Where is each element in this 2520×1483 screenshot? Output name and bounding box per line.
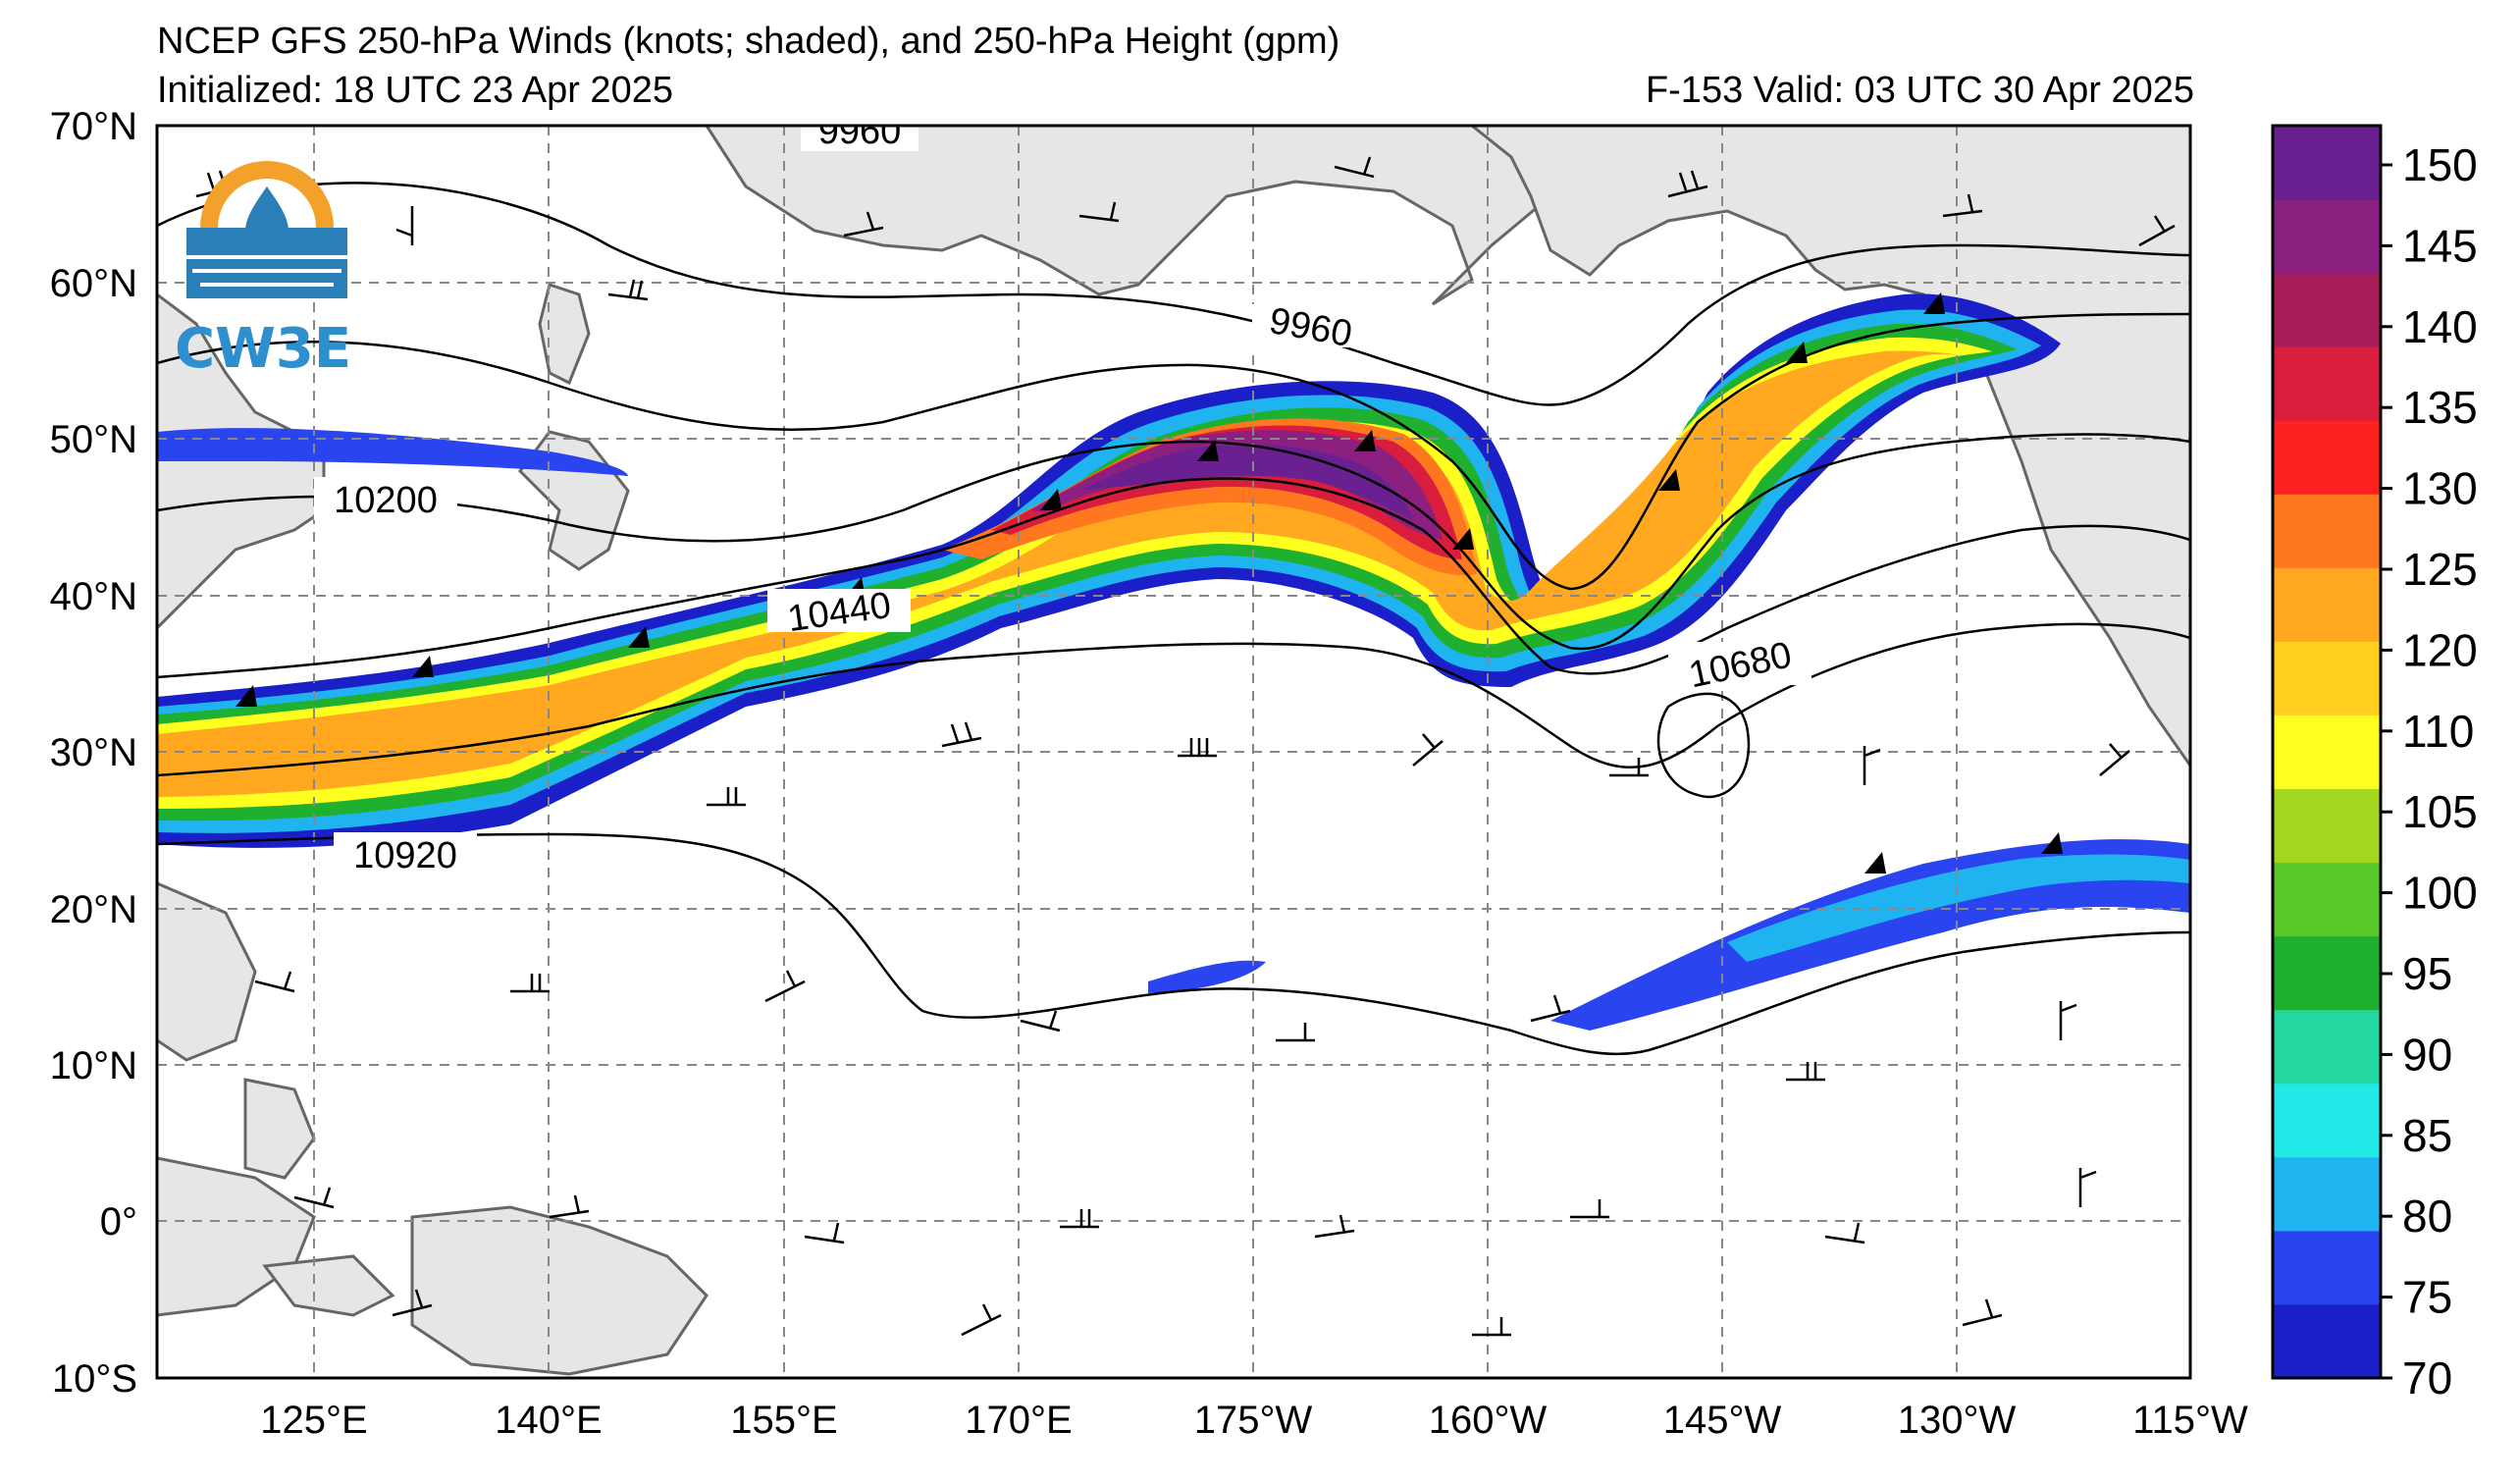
longitude-labels: 125°E 140°E 155°E 170°E 175°W 160°W 145°… xyxy=(260,1399,2248,1442)
lon-label: 175°W xyxy=(1194,1399,1313,1442)
lon-label: 145°W xyxy=(1663,1399,1782,1442)
colorbar-swatch xyxy=(2273,420,2381,495)
chart-title: NCEP GFS 250-hPa Winds (knots; shaded), … xyxy=(157,21,1340,62)
colorbar-tick-label: 130 xyxy=(2402,463,2478,514)
colorbar-tick-label: 75 xyxy=(2402,1272,2452,1323)
valid-time: F-153 Valid: 03 UTC 30 Apr 2025 xyxy=(1645,70,2194,111)
colorbar-swatch xyxy=(2273,1230,2381,1305)
cw3e-logo: CW3E xyxy=(175,161,351,381)
lon-label: 155°E xyxy=(730,1399,837,1442)
colorbar-tick-label: 95 xyxy=(2402,948,2452,999)
colorbar-frame xyxy=(2271,124,2383,1380)
contour-label-9960-top: 9960 xyxy=(818,111,902,152)
colorbar-swatch xyxy=(2273,715,2381,790)
lon-label: 115°W xyxy=(2132,1399,2248,1442)
colorbar-tick-label: 110 xyxy=(2402,706,2474,757)
colorbar-tick-label: 70 xyxy=(2402,1352,2452,1404)
wind-barbs xyxy=(195,156,2176,1337)
colorbar-tick-label: 105 xyxy=(2402,786,2478,837)
colorbar-tick-label: 85 xyxy=(2402,1110,2452,1161)
colorbar-swatch xyxy=(2273,641,2381,715)
colorbar-tick-label: 80 xyxy=(2402,1191,2452,1242)
lat-label: 0° xyxy=(100,1200,137,1244)
wind-speed-shading xyxy=(157,293,2190,1031)
colorbar-swatch xyxy=(2273,1303,2381,1379)
lon-label: 170°E xyxy=(965,1399,1072,1442)
height-contours xyxy=(157,182,2190,1056)
colorbar-tick-label: 140 xyxy=(2402,301,2478,352)
lon-label: 140°E xyxy=(495,1399,602,1442)
lon-label: 125°E xyxy=(260,1399,367,1442)
colorbar-tick-label: 145 xyxy=(2402,220,2478,271)
init-time: Initialized: 18 UTC 23 Apr 2025 xyxy=(157,70,673,111)
lat-label: 20°N xyxy=(50,888,137,931)
lat-label: 70°N xyxy=(50,105,137,148)
lon-label: 130°W xyxy=(1898,1399,2017,1442)
lat-label: 50°N xyxy=(50,418,137,461)
contour-label-10200: 10200 xyxy=(334,480,438,521)
colorbar: 70 75 80 85 90 95 100 105 110 120 125 130 135 140 145 1… xyxy=(2271,124,2478,1404)
graticule xyxy=(157,126,2190,1378)
lat-label: 10°S xyxy=(52,1357,137,1401)
colorbar-swatch xyxy=(2273,346,2381,421)
colorbar-tick-label: 150 xyxy=(2402,139,2478,190)
latitude-labels: 70°N 60°N 50°N 40°N 30°N 20°N 10°N 0° 10… xyxy=(50,105,137,1401)
colorbar-swatch xyxy=(2273,1009,2381,1085)
colorbar-swatch xyxy=(2273,1156,2381,1232)
colorbar-swatch xyxy=(2273,126,2381,200)
colorbar-swatch xyxy=(2273,567,2381,642)
contour-label-10920: 10920 xyxy=(353,835,457,876)
lat-label: 40°N xyxy=(50,575,137,618)
colorbar-swatch xyxy=(2273,273,2381,347)
colorbar-swatch xyxy=(2273,199,2381,274)
lon-label: 160°W xyxy=(1429,1399,1548,1442)
colorbar-swatch xyxy=(2273,494,2381,568)
map-plot-area: 9960 9960 10200 10440 10680 10920 CW3E xyxy=(157,111,2190,1378)
colorbar-swatch xyxy=(2273,788,2381,864)
colorbar-tick-label: 90 xyxy=(2402,1029,2452,1080)
colorbar-tick-label: 100 xyxy=(2402,868,2478,919)
colorbar-tick-label: 135 xyxy=(2402,382,2478,433)
colorbar-swatch xyxy=(2273,862,2381,937)
jet-barbs xyxy=(236,292,2063,874)
lat-label: 10°N xyxy=(50,1044,137,1087)
lat-label: 60°N xyxy=(50,262,137,305)
colorbar-tick-label: 125 xyxy=(2402,544,2478,595)
map-frame xyxy=(155,124,2192,1380)
colorbar-swatch xyxy=(2273,1083,2381,1158)
lat-label: 30°N xyxy=(50,731,137,774)
cw3e-logo-text: CW3E xyxy=(175,317,351,381)
colorbar-swatch xyxy=(2273,935,2381,1011)
colorbar-tick-label: 120 xyxy=(2402,624,2478,675)
water-drop-icon xyxy=(245,186,289,253)
